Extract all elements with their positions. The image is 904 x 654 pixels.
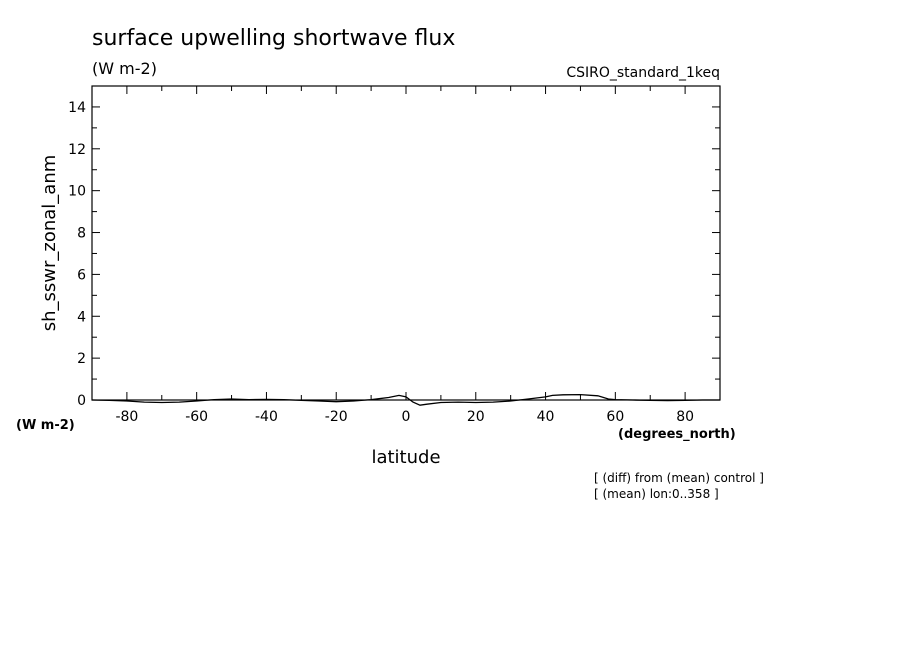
y-ticks: 0 2 4 6 8 10 12 14: [68, 85, 720, 409]
x-units-label: (degrees_north): [618, 427, 736, 442]
y-tick-label: 6: [77, 267, 86, 283]
y-axis-label: sh_sswr_zonal_anm: [39, 155, 60, 332]
x-tick-label: -40: [255, 409, 278, 425]
note-line-1: [ (diff) from (mean) control ]: [594, 471, 764, 485]
x-tick-label: 60: [606, 409, 624, 425]
x-tick-label: 0: [402, 409, 411, 425]
y-tick-label: 10: [68, 184, 86, 200]
plot-frame: [91, 85, 721, 401]
series-line: [91, 393, 720, 406]
x-tick-label: 80: [676, 409, 694, 425]
x-tick-label: -60: [185, 409, 208, 425]
y-tick-label: 2: [77, 351, 86, 367]
y-units-label: (W m-2): [16, 418, 75, 433]
y-tick-label: 0: [77, 393, 86, 409]
x-axis-label: latitude: [371, 447, 440, 468]
x-tick-label: 40: [537, 409, 555, 425]
chart-title: surface upwelling shortwave flux: [92, 26, 455, 51]
series-group: [91, 393, 720, 406]
note-line-2: [ (mean) lon:0..358 ]: [594, 487, 719, 501]
y-tick-label: 8: [77, 226, 86, 242]
run-name: CSIRO_standard_1keq: [566, 65, 720, 81]
y-tick-label: 4: [77, 309, 86, 325]
x-tick-label: -20: [325, 409, 348, 425]
y-tick-label: 14: [68, 100, 86, 116]
chart-units: (W m-2): [92, 59, 157, 78]
x-tick-label: -80: [115, 409, 138, 425]
x-ticks: -80 -60 -40 -20 0 20 40 60 80: [91, 86, 721, 425]
x-tick-label: 20: [467, 409, 485, 425]
y-tick-label: 12: [68, 142, 86, 158]
